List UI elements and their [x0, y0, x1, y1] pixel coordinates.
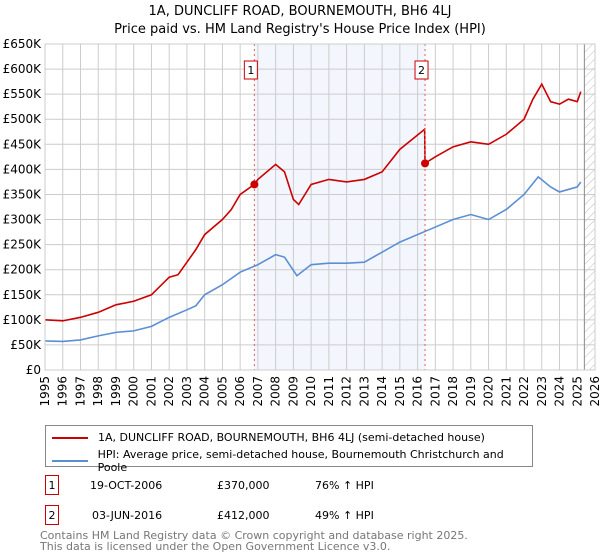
shaded-period: [254, 44, 426, 370]
x-tick-label: 2006: [233, 376, 247, 407]
chart-plot: £0 £50K £100K £150K £200K £250K £300K £350K £400…: [3, 37, 600, 407]
x-tick-label: 2012: [340, 376, 354, 407]
x-tick-label: 2008: [269, 376, 283, 407]
footer: Contains HM Land Registry data © Crown c…: [40, 530, 468, 552]
series-line: [44, 82, 582, 322]
sale-date: 03-JUN-2016: [92, 508, 163, 522]
x-tick-label: 1999: [109, 376, 123, 407]
y-tick-label: £300K: [3, 213, 43, 227]
sale-price: £370,000: [217, 478, 270, 492]
x-tick-label: 2003: [180, 376, 194, 407]
sale-hpi: 49% ↑ HPI: [315, 508, 374, 522]
y-tick-label: £600K: [3, 62, 43, 76]
x-tick-label: 1996: [56, 376, 70, 407]
x-tick-label: 1995: [38, 376, 52, 407]
sale-badge: 2: [45, 505, 59, 525]
sale-point: [250, 180, 259, 189]
footer-licence: This data is licensed under the Open Gov…: [40, 540, 391, 553]
x-tick-label: 2026: [588, 376, 600, 407]
sale-date: 19-OCT-2006: [90, 478, 163, 492]
x-tick-label: 2021: [499, 376, 513, 407]
footer-copyright: Contains HM Land Registry data © Crown c…: [40, 529, 468, 542]
x-tick-label: 2025: [570, 376, 584, 407]
y-tick-label: £0: [26, 363, 41, 377]
plot-border: [44, 43, 596, 371]
y-tick-label: £150K: [3, 288, 43, 302]
x-tick-label: 2005: [215, 376, 229, 407]
y-tick-label: £350K: [3, 187, 43, 201]
legend-label-property: 1A, DUNCLIFF ROAD, BOURNEMOUTH, BH6 4LJ …: [98, 431, 485, 444]
x-tick-label: 1998: [91, 376, 105, 407]
chart-title: 1A, DUNCLIFF ROAD, BOURNEMOUTH, BH6 4LJ: [148, 4, 452, 19]
sale-badge: 1: [45, 475, 59, 495]
x-tick-label: 2022: [517, 376, 531, 407]
x-tick-label: 1997: [73, 376, 87, 407]
sale-point: [421, 159, 430, 168]
x-tick-label: 2007: [251, 376, 265, 407]
x-tick-label: 2016: [411, 376, 425, 407]
sale-marker-box: [414, 60, 429, 80]
x-tick-label: 2013: [357, 376, 371, 407]
x-tick-label: 2004: [198, 376, 212, 407]
x-tick-label: 2015: [393, 376, 407, 407]
y-tick-label: £450K: [3, 137, 43, 151]
legend: 1A, DUNCLIFF ROAD, BOURNEMOUTH, BH6 4LJ …: [45, 425, 533, 474]
chart-subtitle: Price paid vs. HM Land Registry's House …: [114, 22, 486, 37]
y-tick-label: £100K: [3, 313, 43, 327]
legend-blue-line: [52, 460, 88, 462]
x-tick-label: 2020: [482, 376, 496, 407]
x-tick-label: 2000: [127, 376, 141, 407]
x-tick-label: 2019: [464, 376, 478, 407]
sale-hpi: 76% ↑ HPI: [315, 478, 374, 492]
y-tick-label: £550K: [3, 87, 43, 101]
x-tick-label: 2014: [375, 376, 389, 407]
sale-marker-label: 2: [418, 64, 425, 77]
sale-row: 1 19-OCT-2006 £370,000 76% ↑ HPI: [45, 475, 374, 495]
y-tick-label: £250K: [3, 238, 43, 252]
x-tick-label: 2010: [304, 376, 318, 407]
x-tick-label: 2017: [428, 376, 442, 407]
sale-price: £412,000: [217, 508, 270, 522]
y-tick-label: £400K: [3, 162, 43, 176]
x-tick-label: 2001: [144, 376, 158, 407]
legend-label-hpi: HPI: Average price, semi-detached house,…: [97, 448, 504, 474]
x-tick-label: 2011: [322, 376, 336, 407]
x-tick-label: 2023: [535, 376, 549, 407]
x-tick-label: 2018: [446, 376, 460, 407]
y-tick-label: £200K: [3, 263, 43, 277]
sale-marker-box: [243, 60, 258, 80]
y-tick-label: £650K: [3, 37, 43, 51]
x-tick-label: 2024: [553, 376, 567, 407]
future-hatch: [584, 44, 595, 370]
x-tick-label: 2009: [286, 376, 300, 407]
y-tick-label: £500K: [3, 112, 43, 126]
sale-marker-label: 1: [247, 64, 254, 77]
series-line: [44, 175, 582, 343]
sale-row: 2 03-JUN-2016 £412,000 49% ↑ HPI: [45, 505, 374, 525]
x-tick-label: 2002: [162, 376, 176, 407]
y-tick-label: £50K: [10, 338, 42, 352]
legend-red-line: [52, 436, 88, 439]
